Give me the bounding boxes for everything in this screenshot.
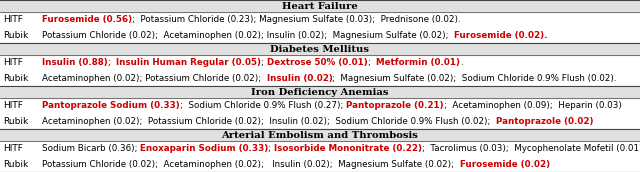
Text: HITF: HITF	[3, 101, 23, 110]
Text: Insulin Human Regular (0.05): Insulin Human Regular (0.05)	[116, 58, 261, 67]
Text: Potassium Chloride (0.02);  Acetaminophen (0.02);   Insulin (0.02);  Magnesium S: Potassium Chloride (0.02); Acetaminophen…	[42, 160, 460, 169]
Text: ;  Potassium Chloride (0.23); Magnesium Sulfate (0.03);  Prednisone (0.02).: ; Potassium Chloride (0.23); Magnesium S…	[132, 15, 461, 24]
Text: Arterial Embolism and Thrombosis: Arterial Embolism and Thrombosis	[221, 131, 419, 139]
Text: ;: ;	[261, 58, 267, 67]
Text: ;: ;	[269, 144, 274, 153]
Text: ;: ;	[108, 58, 116, 67]
Text: Insulin (0.88): Insulin (0.88)	[42, 58, 108, 67]
Text: Potassium Chloride (0.02);  Acetaminophen (0.02); Insulin (0.02);  Magnesium Sul: Potassium Chloride (0.02); Acetaminophen…	[42, 31, 454, 40]
Text: Acetaminophen (0.02); Potassium Chloride (0.02);: Acetaminophen (0.02); Potassium Chloride…	[42, 74, 267, 83]
Text: Pantoprazole (0.02): Pantoprazole (0.02)	[496, 117, 593, 126]
Text: Isosorbide Mononitrate (0.22): Isosorbide Mononitrate (0.22)	[274, 144, 422, 153]
Text: Diabetes Mellitus: Diabetes Mellitus	[271, 45, 369, 53]
Text: Metformin (0.01): Metformin (0.01)	[376, 58, 460, 67]
Text: Dextrose 50% (0.01): Dextrose 50% (0.01)	[267, 58, 367, 67]
Text: Insulin (0.02): Insulin (0.02)	[267, 74, 333, 83]
Text: .: .	[460, 58, 463, 67]
Text: Heart Failure: Heart Failure	[282, 2, 358, 10]
Text: Pantoprazole Sodium (0.33): Pantoprazole Sodium (0.33)	[42, 101, 180, 110]
Text: ;: ;	[367, 58, 376, 67]
Text: ;  Sodium Chloride 0.9% Flush (0.27);: ; Sodium Chloride 0.9% Flush (0.27);	[180, 101, 346, 110]
Text: Sodium Bicarb (0.36);: Sodium Bicarb (0.36);	[42, 144, 140, 153]
Text: ;  Acetaminophen (0.09);  Heparin (0.03): ; Acetaminophen (0.09); Heparin (0.03)	[444, 101, 621, 110]
Text: HITF: HITF	[3, 15, 23, 24]
Text: ;  Magnesium Sulfate (0.02);  Sodium Chloride 0.9% Flush (0.02).: ; Magnesium Sulfate (0.02); Sodium Chlor…	[333, 74, 617, 83]
Text: Rubik: Rubik	[3, 160, 28, 169]
Text: ;  Tacrolimus (0.03);  Mycophenolate Mofetil (0.01): ; Tacrolimus (0.03); Mycophenolate Mofet…	[422, 144, 640, 153]
Text: Acetaminophen (0.02);  Potassium Chloride (0.02);  Insulin (0.02);  Sodium Chlor: Acetaminophen (0.02); Potassium Chloride…	[42, 117, 496, 126]
Text: Rubik: Rubik	[3, 117, 28, 126]
Text: Furosemide (0.02).: Furosemide (0.02).	[454, 31, 547, 40]
Text: Furosemide (0.02): Furosemide (0.02)	[460, 160, 550, 169]
Text: HITF: HITF	[3, 58, 23, 67]
Text: Iron Deficiency Anemias: Iron Deficiency Anemias	[252, 88, 388, 96]
Text: HITF: HITF	[3, 144, 23, 153]
Text: Rubik: Rubik	[3, 74, 28, 83]
Text: Pantoprazole (0.21): Pantoprazole (0.21)	[346, 101, 444, 110]
Text: Furosemide (0.56): Furosemide (0.56)	[42, 15, 132, 24]
Text: Rubik: Rubik	[3, 31, 28, 40]
Text: Enoxaparin Sodium (0.33): Enoxaparin Sodium (0.33)	[140, 144, 269, 153]
